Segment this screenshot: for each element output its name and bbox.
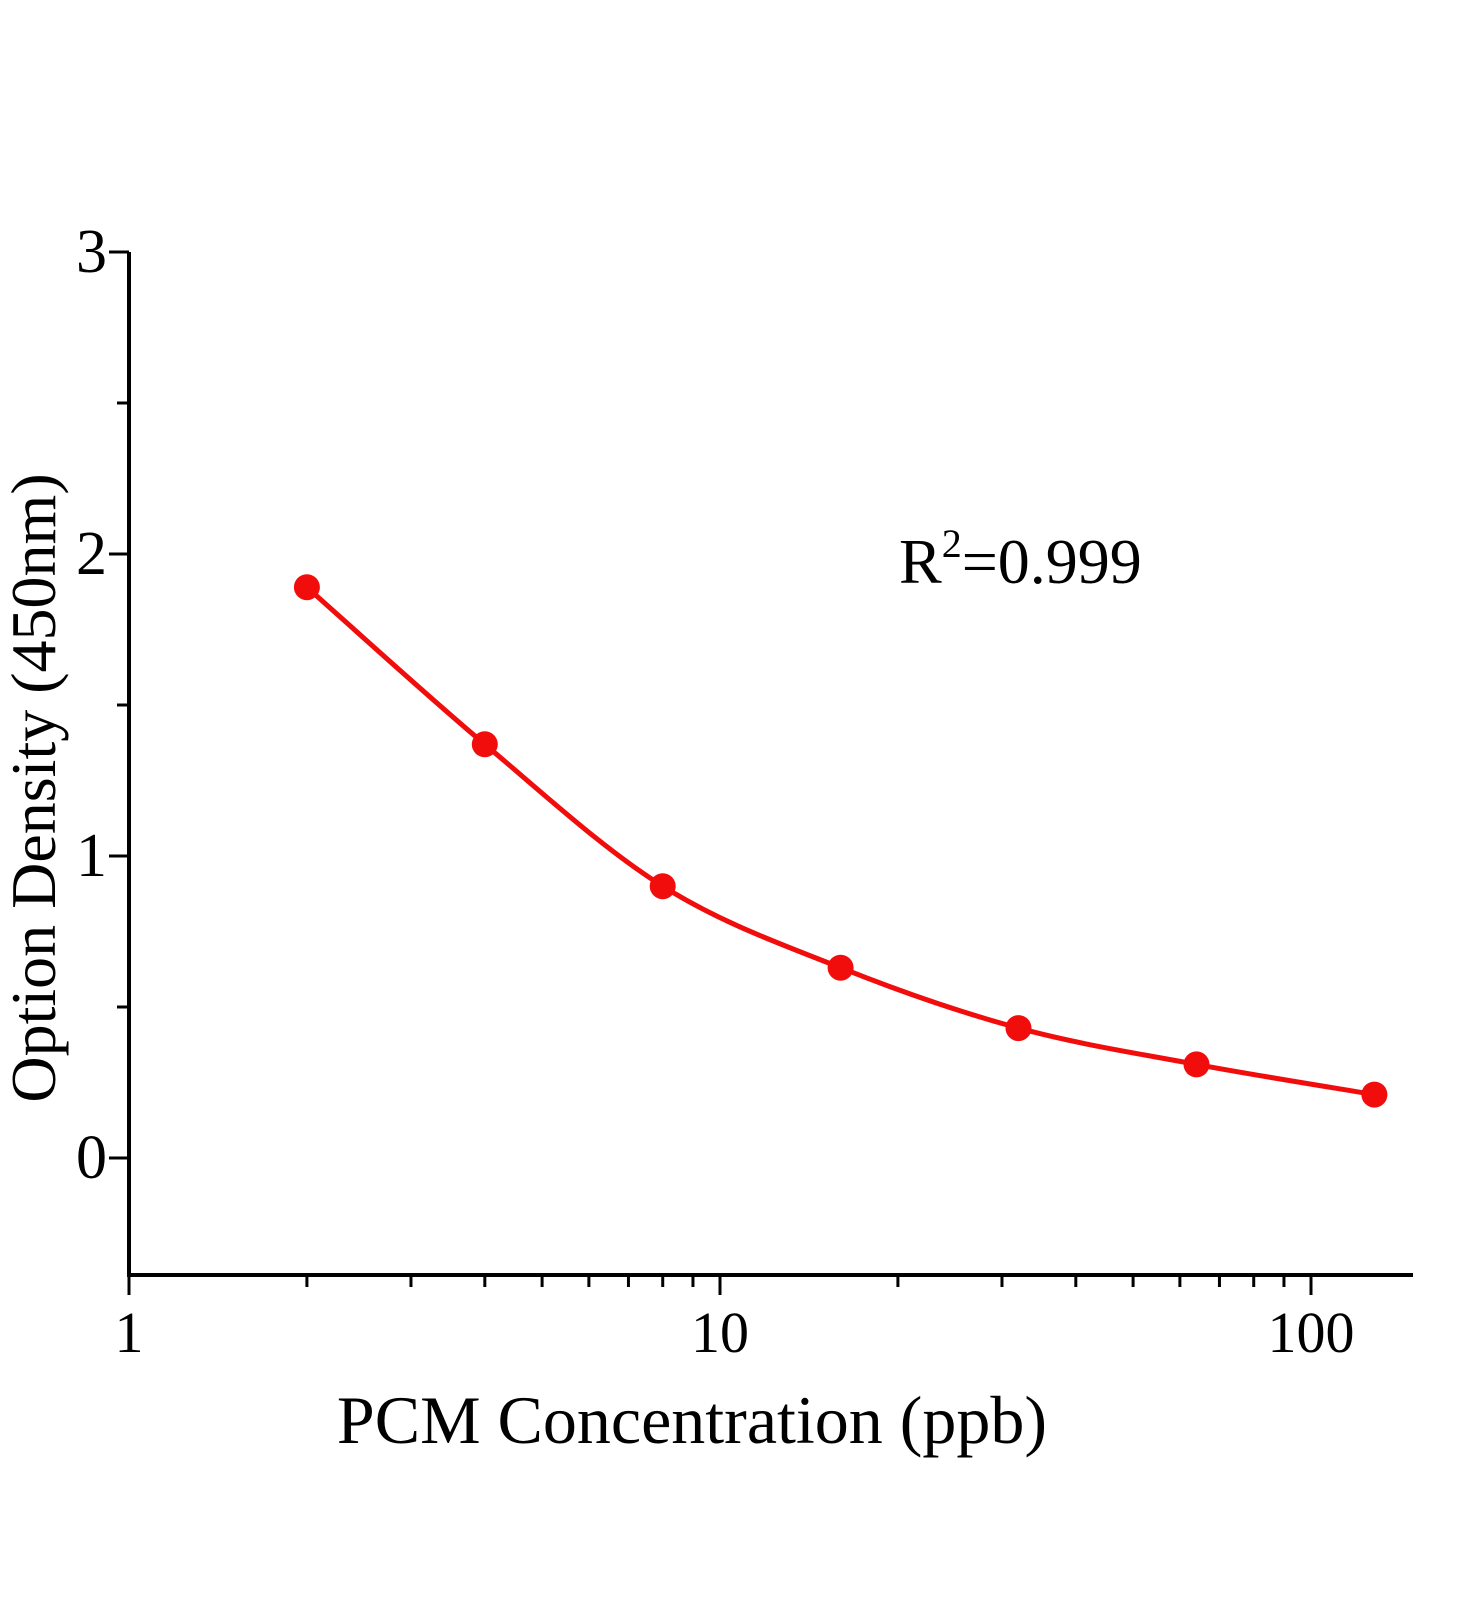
r-squared-base: R: [899, 526, 942, 597]
r-squared-superscript: 2: [941, 521, 962, 566]
data-point: [1361, 1081, 1388, 1108]
data-point: [1005, 1015, 1032, 1042]
y-tick-label: 0: [76, 1124, 107, 1192]
x-tick-label: 1: [114, 1300, 144, 1365]
x-tick-label: 100: [1267, 1300, 1355, 1365]
data-point: [649, 873, 676, 900]
data-point: [827, 954, 854, 981]
y-tick-label: 2: [76, 520, 107, 588]
data-point: [293, 574, 320, 601]
y-tick-label: 3: [76, 218, 107, 286]
r-squared-value: =0.999: [961, 526, 1142, 597]
x-tick-label: 10: [691, 1300, 749, 1365]
fit-curve: [304, 584, 1377, 1098]
r-squared-annotation: R2=0.999: [899, 524, 1142, 594]
y-axis-title: Option Density (450nm): [0, 473, 69, 1103]
x-axis-title: PCM Concentration (ppb): [336, 1382, 1048, 1458]
y-tick-label: 1: [76, 822, 107, 890]
data-point: [471, 731, 498, 758]
data-point: [1183, 1051, 1210, 1078]
